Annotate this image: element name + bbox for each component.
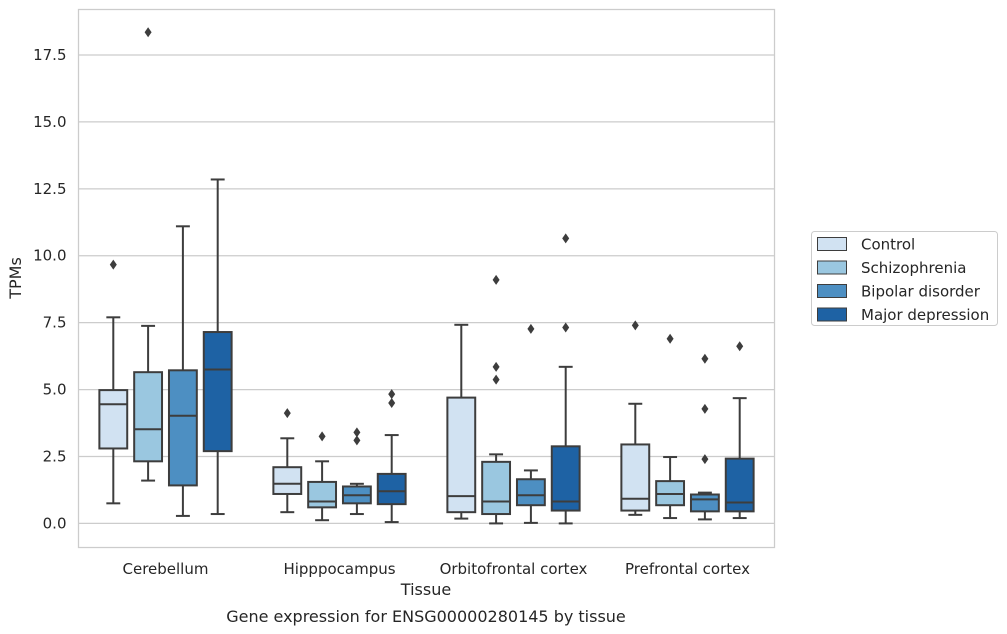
outlier-point	[701, 454, 709, 465]
box-schizophrenia-cerebellum	[133, 27, 164, 482]
legend-label: Bipolar disorder	[861, 283, 981, 301]
box-iqr	[550, 445, 581, 512]
series-bipolar-disorder	[167, 225, 720, 524]
box-control-cerebellum	[98, 259, 129, 505]
box-control-orbitofrontal-cortex	[446, 323, 477, 520]
box-schizophrenia-orbitofrontal-cortex	[481, 274, 512, 525]
legend-swatch	[817, 260, 847, 275]
y-tick-label: 10.0	[33, 247, 66, 265]
legend-swatch	[817, 307, 847, 322]
box-bipolar-disorder-cerebellum	[167, 225, 198, 517]
box-iqr	[689, 493, 720, 513]
legend-label: Major depression	[861, 306, 989, 324]
legend-swatch	[817, 237, 847, 251]
series-control	[98, 259, 651, 520]
box-iqr	[307, 480, 338, 509]
box-iqr	[133, 371, 164, 463]
legend-swatch	[817, 284, 847, 298]
outlier-point	[388, 397, 396, 408]
outlier-point	[701, 353, 709, 364]
outlier-point	[736, 341, 744, 352]
series-major-depression	[202, 178, 755, 525]
outlier-point	[631, 320, 639, 331]
box-schizophrenia-hipppocampus	[307, 431, 338, 522]
legend: Control Schizophrenia Bipolar disorder Majo…	[811, 231, 998, 326]
box-iqr	[167, 369, 198, 487]
x-tick-label: Orbitofrontal cortex	[440, 560, 588, 578]
box-bipolar-disorder-prefrontal-cortex	[689, 353, 720, 521]
box-bipolar-disorder-hipppocampus	[341, 427, 372, 516]
x-tick-label: Hipppocampus	[283, 560, 395, 578]
legend-frame	[811, 231, 998, 326]
x-tick-label: Cerebellum	[123, 560, 209, 578]
box-major-depression-cerebellum	[202, 178, 233, 516]
box-iqr	[98, 389, 129, 450]
box-major-depression-orbitofrontal-cortex	[550, 233, 581, 525]
y-tick-labels: 0.0 2.5 5.0 7.5 10.0 12.5 15.0 17.5	[33, 46, 66, 532]
outlier-point	[144, 27, 152, 38]
box-major-depression-hipppocampus	[376, 389, 407, 524]
box-major-depression-prefrontal-cortex	[724, 341, 755, 520]
y-tick-label: 7.5	[43, 314, 67, 332]
chart-caption: Gene expression for ENSG00000280145 by t…	[226, 607, 626, 626]
box-iqr	[272, 466, 303, 495]
outlier-point	[527, 323, 535, 334]
outlier-point	[666, 333, 674, 344]
x-axis-label: Tissue	[400, 580, 451, 599]
box-iqr	[515, 478, 546, 507]
outlier-point	[318, 431, 326, 442]
box-control-prefrontal-cortex	[620, 320, 651, 516]
x-tick-label: Prefrontal cortex	[625, 560, 750, 578]
outlier-point	[388, 389, 396, 400]
outlier-point	[353, 435, 361, 446]
outlier-point	[492, 361, 500, 372]
box-control-hipppocampus	[272, 408, 303, 514]
box-iqr	[481, 460, 512, 516]
y-tick-label: 5.0	[43, 381, 67, 399]
x-tick-labels: Cerebellum Hipppocampus Orbitofrontal cort…	[123, 560, 751, 578]
outlier-point	[109, 259, 117, 270]
outlier-point	[492, 274, 500, 285]
box-series	[98, 27, 755, 525]
outlier-point	[283, 408, 291, 419]
box-bipolar-disorder-orbitofrontal-cortex	[515, 323, 546, 524]
box-iqr	[620, 443, 651, 512]
series-schizophrenia	[133, 27, 686, 525]
outlier-point	[353, 427, 361, 438]
y-tick-label: 0.0	[43, 514, 67, 532]
legend-label: Schizophrenia	[861, 259, 966, 277]
y-axis-label: TPMs	[6, 257, 25, 300]
y-tick-label: 12.5	[33, 180, 66, 198]
outlier-point	[562, 233, 570, 244]
box-iqr	[202, 331, 233, 453]
plot-frame	[77, 8, 776, 549]
box-schizophrenia-prefrontal-cortex	[655, 333, 686, 520]
box-iqr	[446, 396, 477, 514]
y-tick-label: 15.0	[33, 113, 66, 131]
outlier-point	[562, 322, 570, 333]
outlier-point	[492, 374, 500, 385]
legend-label: Control	[861, 236, 915, 254]
box-iqr	[376, 472, 407, 506]
y-tick-label: 17.5	[33, 46, 66, 64]
outlier-point	[701, 403, 709, 414]
y-tick-label: 2.5	[43, 447, 67, 465]
